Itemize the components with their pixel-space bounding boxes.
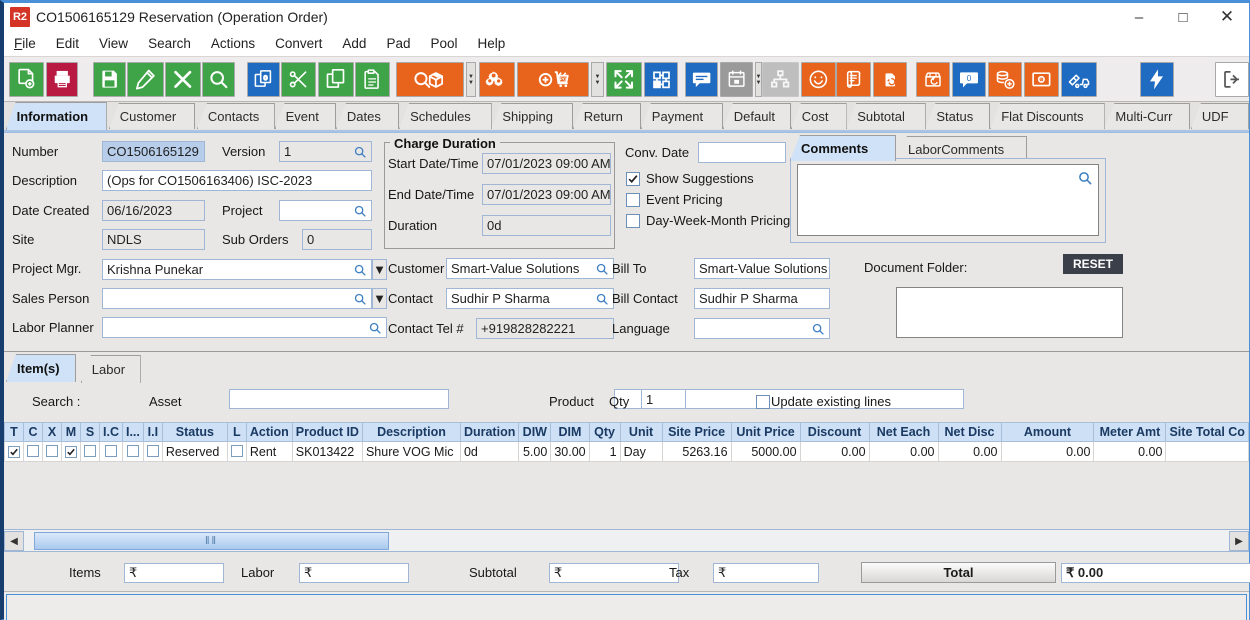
svg-text:PO: PO: [559, 77, 566, 83]
svg-text:0: 0: [967, 74, 972, 83]
svg-text:0: 0: [1041, 78, 1043, 82]
svg-text:0: 0: [264, 75, 268, 82]
